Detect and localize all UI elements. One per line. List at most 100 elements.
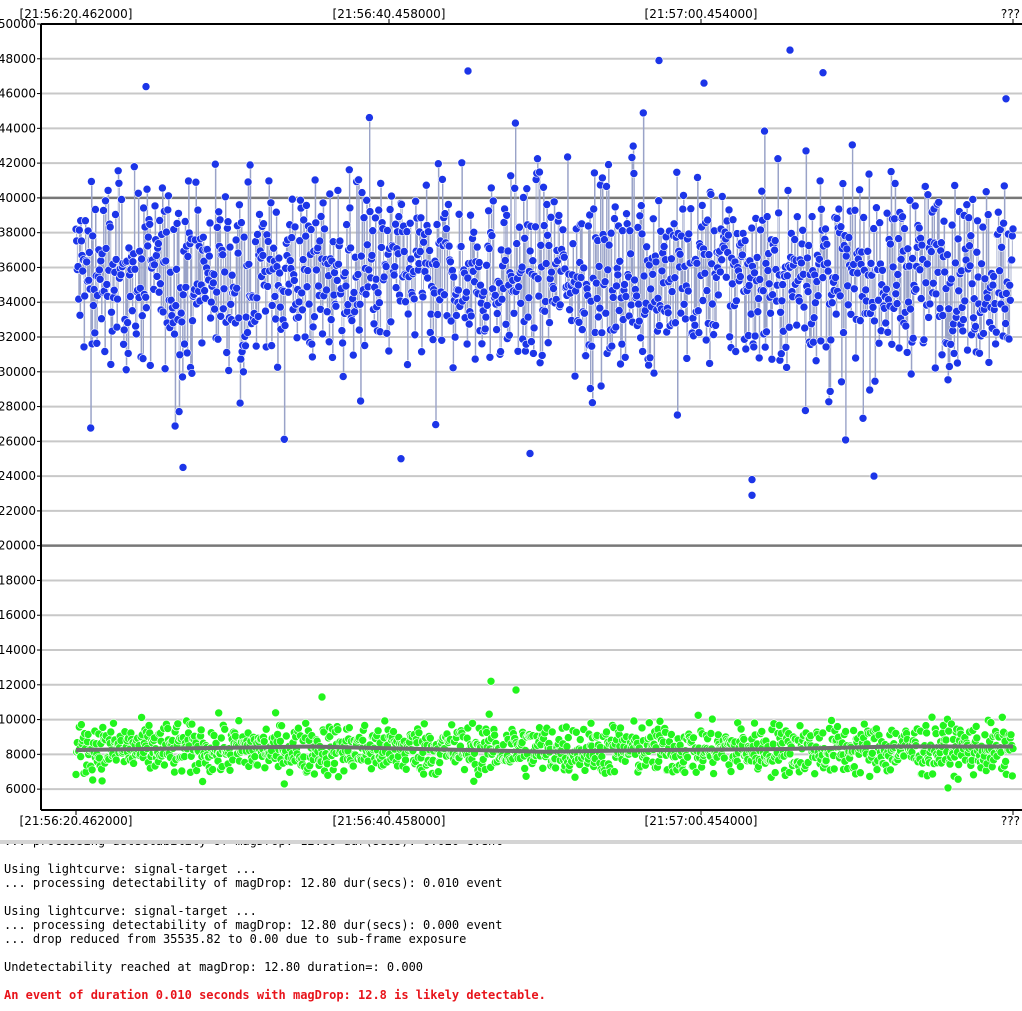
x-bottom-tick-label: ??? bbox=[1001, 814, 1020, 828]
reference-point bbox=[943, 783, 953, 793]
panel-divider[interactable] bbox=[0, 840, 1022, 844]
target-point bbox=[989, 272, 998, 281]
target-point bbox=[280, 321, 290, 330]
target-point bbox=[77, 236, 86, 246]
target-point bbox=[452, 311, 461, 320]
target-point bbox=[221, 192, 230, 202]
target-point bbox=[297, 288, 307, 298]
target-point bbox=[311, 218, 321, 228]
x-top-tick-label: ??? bbox=[1001, 7, 1020, 21]
reference-point bbox=[833, 722, 842, 731]
target-point bbox=[815, 176, 825, 186]
log-line bbox=[4, 974, 546, 988]
target-point bbox=[411, 196, 420, 206]
target-point bbox=[535, 358, 545, 368]
reference-point bbox=[281, 731, 291, 741]
reference-point bbox=[344, 723, 354, 733]
target-point bbox=[554, 211, 564, 220]
target-point bbox=[86, 423, 95, 433]
target-point bbox=[516, 298, 526, 308]
reference-point bbox=[667, 730, 676, 739]
target-point bbox=[816, 336, 826, 346]
target-point bbox=[154, 287, 164, 297]
target-point bbox=[565, 305, 574, 315]
target-point bbox=[357, 188, 367, 197]
target-point bbox=[162, 227, 171, 237]
reference-point bbox=[891, 729, 901, 738]
target-point bbox=[834, 204, 844, 214]
target-point bbox=[245, 160, 255, 170]
target-point bbox=[417, 347, 426, 357]
target-point bbox=[574, 317, 584, 327]
target-point bbox=[330, 268, 339, 277]
target-point-extreme bbox=[1001, 94, 1011, 104]
target-point bbox=[132, 329, 141, 339]
target-point bbox=[106, 360, 116, 369]
reference-point bbox=[478, 755, 488, 764]
lightcurve-plot-panel[interactable]: 6000 8000 10000 12000 14000 16000 18000 20000 22… bbox=[0, 0, 1022, 840]
target-point bbox=[353, 270, 363, 279]
target-point bbox=[875, 218, 885, 227]
target-point bbox=[347, 316, 357, 325]
target-point bbox=[88, 231, 97, 241]
target-point bbox=[888, 262, 898, 272]
target-point bbox=[965, 241, 974, 250]
target-point bbox=[222, 348, 231, 357]
log-line bbox=[4, 946, 546, 960]
target-point bbox=[675, 249, 685, 259]
reference-point bbox=[71, 770, 81, 779]
y-tick-label: 6000 bbox=[5, 782, 36, 796]
target-point bbox=[100, 347, 110, 356]
target-point bbox=[604, 240, 614, 250]
target-point bbox=[322, 307, 332, 317]
target-point bbox=[510, 184, 520, 193]
target-point bbox=[768, 290, 777, 300]
reference-point bbox=[841, 727, 850, 736]
target-point bbox=[798, 226, 808, 235]
target-point bbox=[638, 108, 648, 118]
target-point bbox=[295, 236, 305, 245]
reference-point bbox=[551, 763, 560, 773]
target-point bbox=[431, 260, 441, 269]
target-point bbox=[943, 250, 952, 259]
log-line: ... processing detectability of magDrop:… bbox=[4, 844, 546, 848]
target-point bbox=[138, 354, 148, 363]
lightcurve-chart[interactable]: 6000 8000 10000 12000 14000 16000 18000 20000 22… bbox=[0, 0, 1022, 840]
target-point bbox=[405, 219, 415, 228]
log-line bbox=[4, 848, 546, 862]
target-point bbox=[655, 321, 664, 330]
target-point bbox=[154, 239, 163, 248]
target-point bbox=[977, 259, 986, 269]
target-point bbox=[525, 246, 535, 256]
target-point bbox=[314, 281, 323, 291]
target-point bbox=[940, 267, 950, 277]
target-point bbox=[963, 345, 972, 355]
y-tick-label: 16000 bbox=[0, 608, 36, 622]
target-point bbox=[188, 316, 197, 326]
target-point bbox=[499, 218, 509, 227]
target-point bbox=[259, 219, 268, 228]
target-point bbox=[717, 192, 727, 201]
reference-point bbox=[768, 739, 778, 749]
target-point bbox=[338, 338, 347, 348]
target-point bbox=[953, 358, 962, 368]
target-point bbox=[547, 267, 556, 277]
target-point bbox=[131, 321, 140, 331]
target-point bbox=[234, 313, 244, 323]
y-tick-label: 38000 bbox=[0, 226, 36, 240]
target-point bbox=[479, 287, 489, 297]
target-point bbox=[490, 290, 500, 300]
target-point bbox=[87, 177, 96, 186]
target-point bbox=[649, 368, 659, 378]
target-point bbox=[811, 356, 821, 366]
target-point bbox=[809, 313, 819, 323]
target-point bbox=[606, 228, 616, 238]
log-output-panel[interactable]: ... processing detectability of magDrop:… bbox=[0, 844, 1022, 1011]
target-point bbox=[882, 208, 892, 218]
target-point bbox=[613, 270, 623, 280]
target-point bbox=[707, 259, 716, 269]
target-point bbox=[872, 203, 881, 212]
target-point bbox=[598, 173, 607, 183]
target-point bbox=[528, 256, 538, 266]
target-point bbox=[936, 238, 946, 247]
